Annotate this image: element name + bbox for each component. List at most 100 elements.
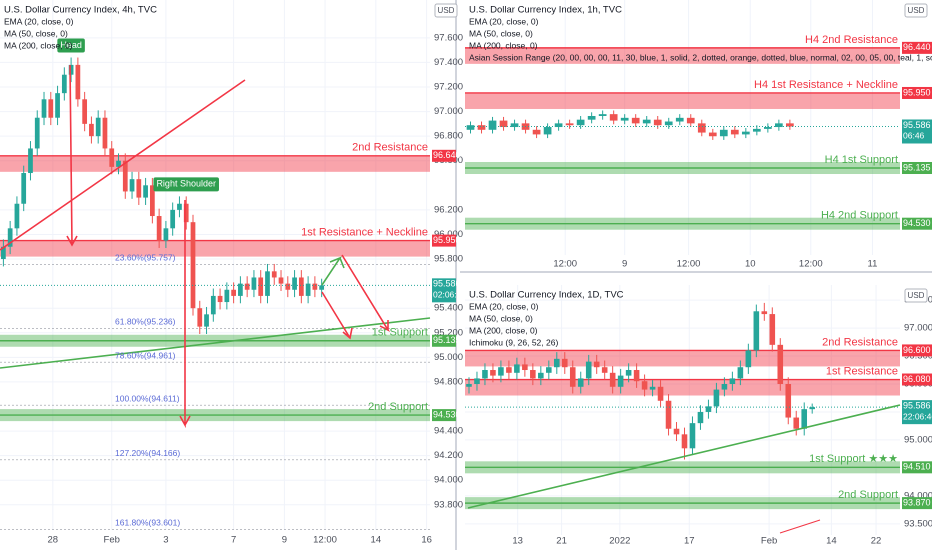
- candle-body: [89, 123, 94, 137]
- candle-body: [641, 381, 648, 390]
- candle-body: [609, 114, 618, 121]
- annotation-box: [57, 38, 85, 53]
- legend-entry: Ichimoku (9, 26, 52, 26): [469, 337, 558, 347]
- candle-body: [474, 378, 480, 384]
- candle-body: [625, 370, 632, 376]
- y-tick-label: 97.000: [434, 106, 463, 117]
- x-tick-label: 12:00: [677, 259, 701, 270]
- chart-title: U.S. Dollar Currency Index, 1h, TVC: [469, 5, 622, 16]
- level-label: 2nd Support: [838, 489, 898, 501]
- candle-body: [285, 283, 291, 290]
- candle-body: [554, 123, 563, 128]
- candle-body: [793, 417, 800, 429]
- x-tick-label: 21: [556, 536, 567, 547]
- candle-body: [546, 367, 552, 373]
- y-tick-label: 97.000: [904, 323, 932, 334]
- x-tick-label: 11: [868, 259, 878, 270]
- candle-body: [210, 295, 216, 315]
- price-tag: [902, 344, 932, 357]
- price-tag: [902, 497, 932, 510]
- x-tick-label: Feb: [761, 536, 777, 547]
- candle-body: [156, 216, 162, 241]
- price-tag: [432, 149, 456, 162]
- x-tick-label: 13: [512, 536, 523, 547]
- candle-body: [129, 179, 135, 192]
- price-tag-label: 95.135: [433, 335, 461, 345]
- candle-body: [514, 364, 520, 373]
- candle-body: [224, 289, 230, 303]
- legend-entry: MA (50, close, 0): [469, 28, 533, 38]
- candle-body: [477, 125, 486, 130]
- candle-body: [620, 117, 629, 121]
- candle-body: [490, 370, 496, 376]
- candle-body: [657, 386, 664, 401]
- x-tick-label: 12:00: [313, 535, 337, 546]
- price-tag-label: 93.870: [903, 497, 931, 507]
- price-tag: [902, 461, 932, 474]
- candle-body: [312, 283, 318, 290]
- candle-body: [553, 358, 560, 368]
- candle-body: [633, 370, 640, 382]
- candle-body: [41, 99, 47, 118]
- candle-body: [292, 277, 297, 290]
- candle-body: [785, 383, 792, 418]
- level-label: 1st Resistance: [826, 365, 898, 377]
- candle-body: [686, 117, 695, 124]
- candle-body: [170, 209, 176, 229]
- level-label: 2nd Resistance: [822, 336, 898, 348]
- y-tick-label: 97.600: [434, 32, 463, 43]
- y-tick-label: 93.500: [904, 518, 932, 529]
- candle-body: [593, 361, 600, 368]
- arrow: [321, 256, 345, 286]
- y-tick-label: 95.200: [434, 327, 463, 338]
- candle-body: [217, 295, 223, 303]
- candle-body: [585, 361, 592, 379]
- annotation-box: [153, 177, 219, 192]
- price-tag-label: 96.600: [903, 345, 931, 355]
- drawings: [0, 64, 901, 534]
- level-label: 1st Support ★★★: [809, 453, 898, 465]
- level-label: 1st Support: [372, 327, 428, 339]
- last-price-tag: [432, 278, 456, 303]
- x-tick-label: 12:00: [799, 259, 823, 270]
- price-tag: [432, 234, 456, 247]
- candle-body: [737, 367, 744, 379]
- candle-body: [109, 148, 115, 167]
- y-tick-label: 95.800: [434, 254, 463, 265]
- candle-body: [721, 383, 728, 390]
- candle-body: [719, 129, 728, 137]
- currency-box: [904, 3, 928, 18]
- candle-body: [510, 123, 519, 128]
- currency: USD: [908, 6, 925, 15]
- candle-body: [809, 407, 815, 410]
- y-tick-label: 95.000: [904, 434, 932, 445]
- candle-body: [143, 185, 148, 198]
- legend-entry: EMA (20, close, 0): [469, 301, 539, 311]
- candle-body: [499, 120, 508, 128]
- price-tag-label: 95.950: [903, 87, 931, 97]
- candle-body: [697, 411, 704, 424]
- price-tag-label: 95.135: [903, 162, 931, 172]
- candle-body: [102, 117, 108, 149]
- last-price-tag: [902, 119, 932, 144]
- price-tag-label: 96.080: [903, 374, 931, 384]
- y-tick-label: 94.000: [904, 490, 932, 501]
- level-band: [465, 92, 900, 109]
- candle-body: [82, 99, 88, 124]
- price-tag: [432, 409, 456, 422]
- price-tag-label: 96.640: [433, 150, 461, 160]
- fib-label: 161.80%(93.601): [115, 518, 180, 528]
- candle-body: [730, 129, 739, 135]
- legend-entry: MA (50, close, 0): [4, 28, 68, 38]
- countdown: 06:46: [903, 131, 925, 141]
- candle-body: [506, 367, 512, 373]
- currency: USD: [438, 6, 455, 15]
- candle-body: [258, 277, 264, 296]
- candle-body: [532, 129, 541, 135]
- candle-body: [61, 74, 67, 94]
- candle-body: [163, 228, 169, 241]
- candle-body: [631, 117, 640, 124]
- legend-entry: EMA (20, close, 0): [469, 16, 539, 26]
- candle-body: [681, 434, 688, 449]
- legend-entry: MA (200, close, 0): [4, 40, 73, 50]
